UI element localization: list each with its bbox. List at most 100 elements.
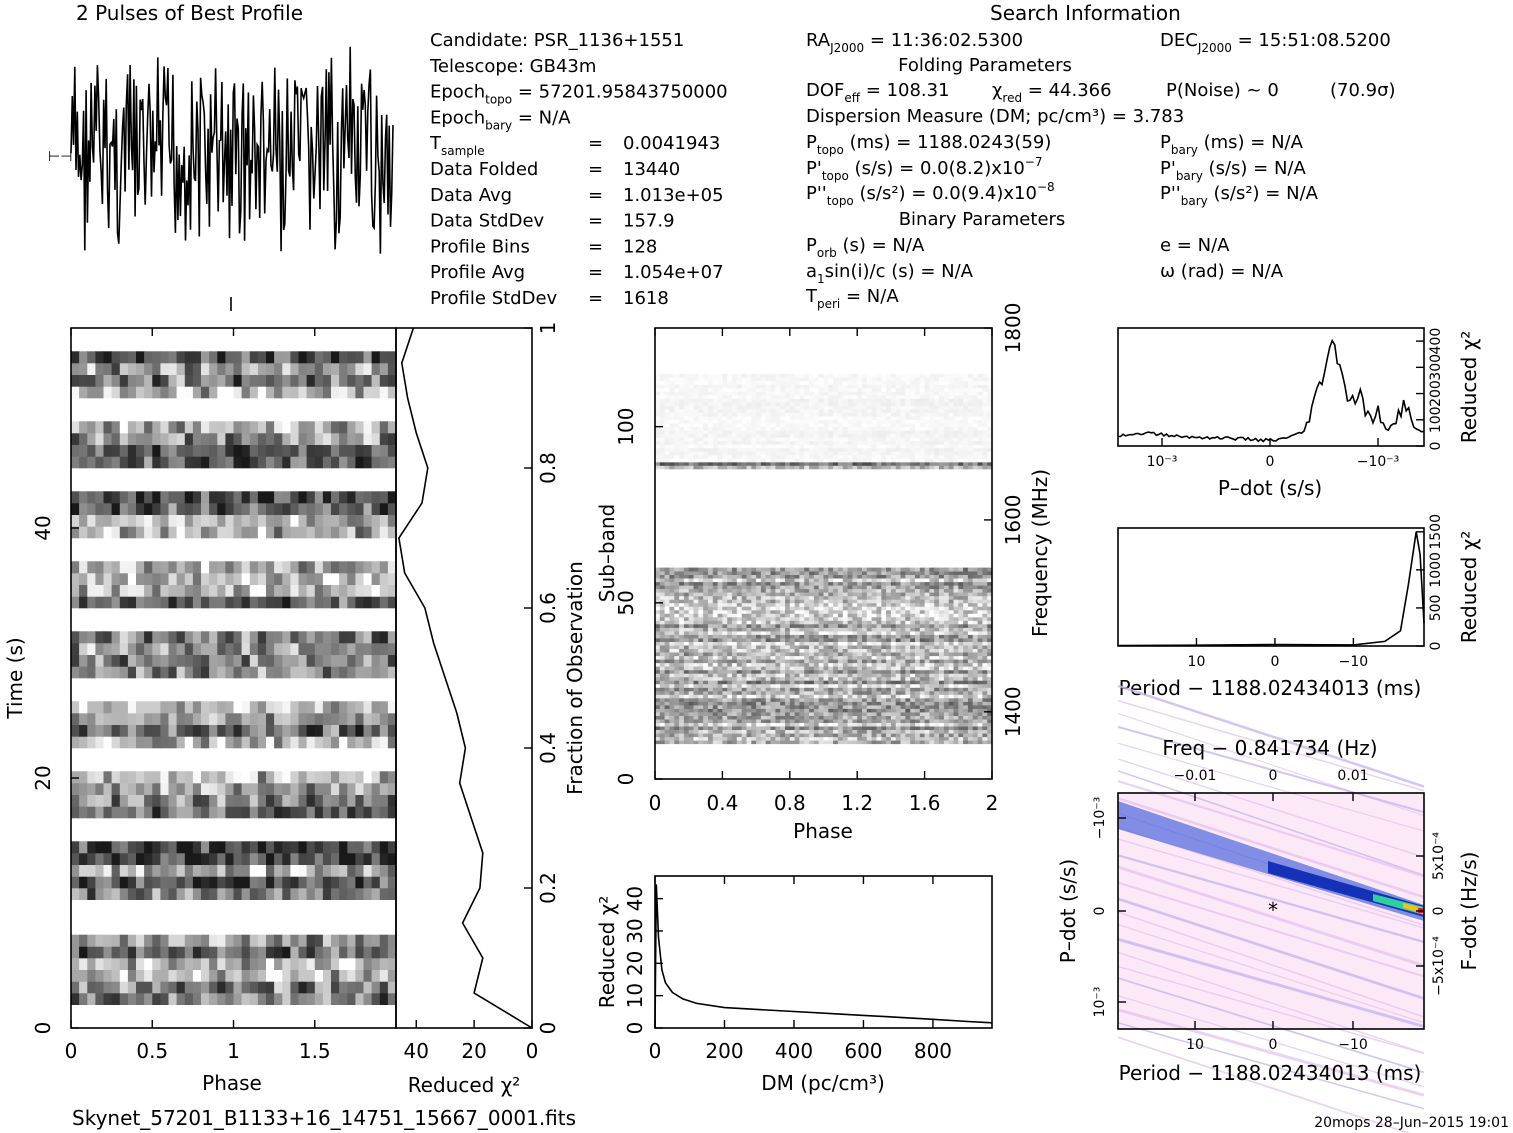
subband-cell — [770, 641, 776, 646]
heat-cell — [119, 421, 129, 434]
heat-cell — [331, 888, 340, 900]
subband-cell — [890, 726, 897, 730]
heat-cell — [95, 526, 105, 539]
subband-cell — [857, 666, 863, 671]
subband-cell — [866, 726, 873, 730]
heat-cell — [355, 993, 365, 1005]
subband-cell — [890, 634, 897, 639]
subband-cell — [765, 712, 771, 716]
subband-cell — [688, 595, 694, 600]
subband-cell — [977, 613, 983, 618]
heat-cell — [387, 503, 397, 515]
subband-cell — [919, 581, 926, 586]
subband-cell — [977, 648, 983, 653]
heat-cell — [322, 643, 332, 655]
subband-cell — [770, 736, 776, 741]
subband-cell — [924, 627, 930, 632]
heat-cell — [136, 363, 145, 375]
subband-cell — [876, 638, 882, 642]
subband-cell — [804, 616, 810, 621]
subband-cell — [905, 599, 911, 604]
subband-cell — [760, 662, 767, 667]
subband-cell — [881, 698, 887, 702]
heat-cell — [249, 654, 259, 667]
subband-cell — [818, 585, 824, 590]
subband-cell — [876, 648, 882, 653]
subband-cell — [929, 687, 935, 692]
subband-cell — [943, 683, 950, 688]
heat-cell — [282, 853, 291, 865]
subband-cell — [948, 616, 954, 621]
subband-cell — [828, 705, 834, 709]
subband-cell — [717, 662, 723, 667]
subband-cell — [866, 655, 873, 660]
heat-cell — [136, 666, 145, 679]
subband-cell — [895, 694, 901, 699]
subband-cell — [972, 641, 978, 646]
subband-cell — [780, 694, 786, 699]
subband-cell — [712, 592, 719, 597]
heat-cell — [387, 386, 397, 399]
heat-cell — [79, 724, 88, 737]
subband-cell — [818, 655, 824, 660]
heat-cell — [87, 713, 96, 725]
subband-cell — [828, 634, 834, 639]
heat-cell — [79, 864, 88, 877]
subband-cell — [674, 680, 680, 685]
subband-cell — [934, 729, 940, 734]
subband-cell — [876, 669, 882, 674]
subband-cell — [847, 676, 853, 681]
subband-cell — [900, 690, 906, 695]
subband-cell — [890, 613, 897, 618]
subband-cell — [708, 690, 714, 695]
subband-cell — [809, 631, 815, 635]
subband-cell — [967, 687, 974, 692]
subband-cell — [722, 687, 728, 692]
subband-cell — [833, 669, 839, 674]
subband-cell — [693, 634, 699, 639]
subband-cell — [655, 606, 661, 611]
subband-cell — [722, 694, 728, 699]
heat-cell — [176, 969, 186, 982]
heat-cell — [87, 771, 96, 784]
subband-cell — [760, 631, 767, 635]
heat-cell — [298, 946, 308, 959]
heat-cell — [225, 771, 235, 784]
heat-cell — [274, 794, 283, 807]
heat-cell — [111, 363, 121, 375]
subband-cell — [972, 673, 978, 678]
subband-cell — [876, 631, 882, 635]
subband-cell — [919, 708, 926, 713]
subband-cell — [727, 634, 733, 639]
subband-cell — [934, 652, 940, 657]
subband-cell — [717, 641, 723, 646]
heat-cell — [314, 981, 324, 994]
heat-cell — [257, 654, 267, 667]
heat-cell — [152, 934, 161, 947]
heat-cell — [184, 783, 194, 795]
heat-cell — [87, 876, 96, 889]
subband-cell — [919, 701, 926, 706]
subband-cell — [799, 712, 805, 716]
subband-cell — [857, 616, 863, 621]
subband-cell — [775, 592, 781, 597]
heat-cell — [160, 713, 170, 725]
heat-cell — [241, 701, 251, 714]
subband-cell — [727, 698, 733, 702]
subband-cell — [785, 588, 791, 593]
subband-cell — [813, 592, 820, 597]
heat-cell — [201, 946, 210, 959]
subband-cell — [967, 726, 974, 730]
subband-cell — [929, 705, 935, 709]
subband-cell — [910, 719, 916, 723]
heat-cell — [355, 421, 365, 434]
heat-cell — [87, 934, 96, 947]
subband-cell — [924, 631, 930, 635]
subband-cell — [746, 652, 752, 657]
subband-cell — [943, 631, 950, 635]
subband-cell — [756, 581, 762, 586]
subband-cell — [837, 634, 844, 639]
subband-cell — [915, 694, 921, 699]
heat-cell — [79, 503, 88, 515]
heat-cell — [168, 713, 178, 725]
